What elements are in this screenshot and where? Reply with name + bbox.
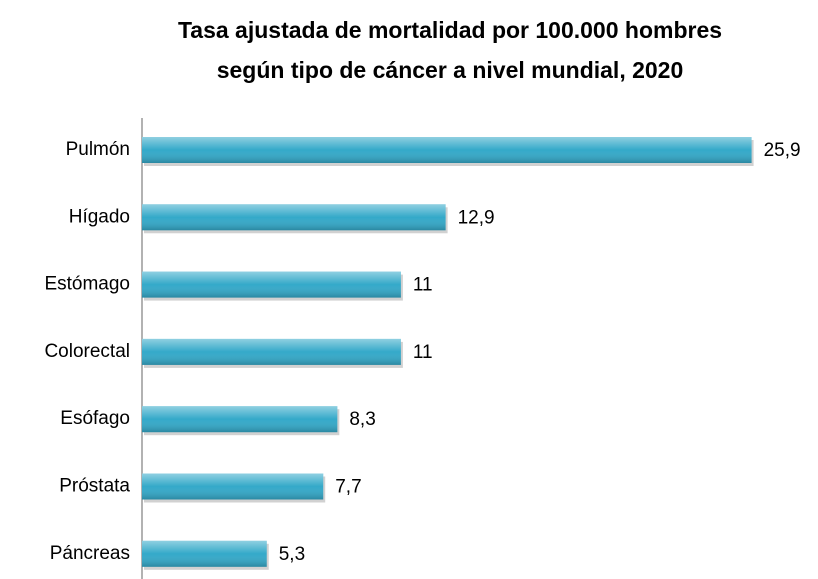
y-tick-label: Hígado bbox=[69, 206, 130, 227]
bar-shine bbox=[142, 137, 752, 163]
data-label: 8,3 bbox=[349, 409, 375, 430]
data-label: 11 bbox=[413, 342, 433, 363]
y-tick-label: Pulmón bbox=[66, 139, 130, 160]
data-label: 5,3 bbox=[279, 544, 305, 565]
bar-shine bbox=[142, 271, 401, 298]
bar-shine bbox=[142, 338, 401, 365]
data-label: 11 bbox=[413, 275, 433, 296]
y-tick-label: Próstata bbox=[59, 476, 130, 497]
bar-shine bbox=[142, 204, 446, 231]
y-tick-label: Estómago bbox=[44, 274, 130, 295]
bar-shine bbox=[142, 540, 267, 567]
data-label: 7,7 bbox=[335, 477, 361, 498]
y-tick-label: Esófago bbox=[60, 408, 130, 429]
bar-shine bbox=[142, 473, 324, 500]
data-label: 12,9 bbox=[458, 207, 495, 228]
chart-title: Tasa ajustada de mortalidad por 100.000 … bbox=[178, 17, 722, 43]
chart-title: según tipo de cáncer a nivel mundial, 20… bbox=[217, 57, 684, 83]
data-label: 25,9 bbox=[764, 140, 801, 161]
bar-shine bbox=[142, 406, 338, 433]
y-tick-label: Colorectal bbox=[44, 341, 130, 362]
y-tick-label: Páncreas bbox=[50, 543, 130, 564]
